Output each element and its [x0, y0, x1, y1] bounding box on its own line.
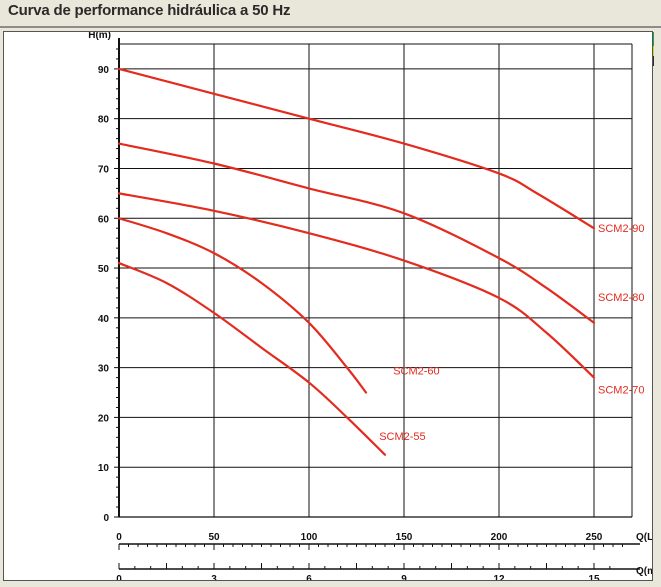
y-tick-label: 30: [98, 364, 110, 375]
curve-scm2-55: [117, 261, 387, 456]
x-tick-label: 150: [396, 532, 413, 543]
y-tick-label: 50: [98, 264, 110, 275]
x2-tick-label: 0: [116, 574, 122, 580]
x-tick-label: 100: [301, 532, 318, 543]
series-label-scm2-90: SCM2-90: [598, 223, 644, 235]
x2-tick-label: 9: [401, 574, 407, 580]
y-tick-label: 20: [98, 413, 110, 424]
x-tick-label: 250: [586, 532, 603, 543]
x2-tick-label: 12: [493, 574, 505, 580]
y-axis-label: H(m): [88, 32, 111, 41]
y-tick-label: 70: [98, 164, 110, 175]
x-tick-label: 0: [116, 532, 122, 543]
y-tick-label: 80: [98, 115, 110, 126]
y-tick-label: 40: [98, 314, 110, 325]
series-label-scm2-60: SCM2-60: [393, 366, 439, 378]
curve-scm2-90: [117, 67, 596, 230]
curve-scm2-70: [117, 192, 596, 379]
x2-tick-label: 15: [588, 574, 600, 580]
x2-axis-label: Q(m³/h): [636, 566, 652, 577]
y-tick-label: 0: [103, 513, 109, 524]
curve-scm2-60: [117, 217, 368, 394]
series-label-scm2-70: SCM2-70: [598, 385, 644, 397]
chart-panel: 0 10 20 30 40 50 60 70 80 90 H(m) 0 50 100 150 200 250 Q(…: [3, 31, 653, 581]
chart-title: Curva de performance hidráulica a 50 Hz: [8, 2, 291, 19]
series-label-scm2-55: SCM2-55: [379, 431, 425, 443]
x2-tick-label: 3: [211, 574, 217, 580]
y-tick-label: 10: [98, 463, 110, 474]
x-tick-label: 50: [208, 532, 220, 543]
y-tick-label: 90: [98, 65, 110, 76]
y-tick-label: 60: [98, 214, 110, 225]
header-divider: [0, 26, 661, 28]
x-axis-label: Q(Lt./min): [636, 532, 652, 543]
series-label-scm2-80: SCM2-80: [598, 292, 644, 304]
curve-scm2-80: [117, 142, 596, 324]
x-tick-label: 200: [491, 532, 508, 543]
x2-tick-label: 6: [306, 574, 312, 580]
